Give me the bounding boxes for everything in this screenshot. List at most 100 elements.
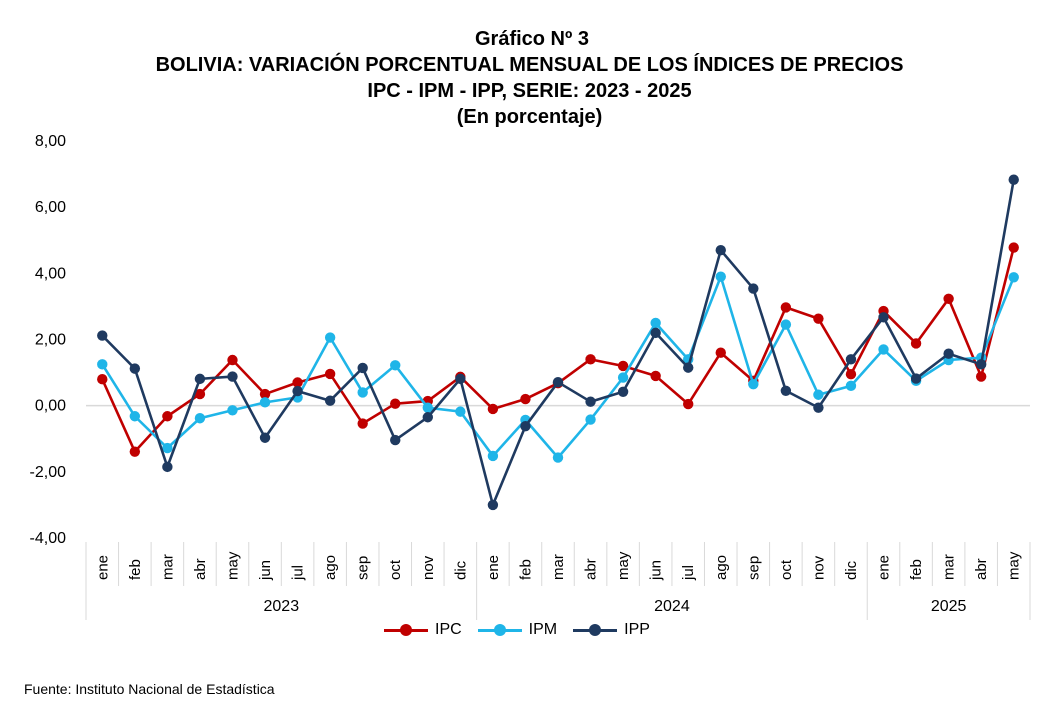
chart-title-block: Gráfico Nº 3 BOLIVIA: VARIACIÓN PORCENTU… (0, 26, 1059, 130)
legend-item-ipm: IPM (477, 621, 558, 639)
x-tick-label: mar (159, 554, 176, 580)
x-tick-label: nov (420, 555, 437, 580)
data-point-ipm (324, 332, 336, 343)
data-point-ipp (292, 385, 303, 397)
x-tick-label: may (615, 551, 632, 580)
data-point-ipm (715, 271, 726, 282)
x-tick-label: oct (778, 559, 795, 580)
data-point-ipm (878, 344, 889, 355)
data-point-ipm (1008, 272, 1019, 283)
data-point-ipm (97, 359, 108, 370)
data-point-ipp (650, 327, 661, 339)
chart-main-title: BOLIVIA: VARIACIÓN PORCENTUAL MENSUAL DE… (155, 54, 904, 76)
data-point-ipm (487, 450, 499, 462)
data-point-ipp (683, 362, 694, 373)
legend-swatch-ipc (384, 623, 428, 637)
data-point-ipp (324, 395, 336, 406)
y-tick-label: 0,00 (35, 398, 66, 415)
data-point-ipm (390, 360, 401, 371)
data-point-ipp (878, 312, 889, 323)
data-point-ipp (194, 373, 206, 385)
data-point-ipp (943, 348, 954, 359)
data-point-ipm (585, 414, 596, 425)
data-point-ipc (487, 403, 499, 415)
x-tick-label: ago (713, 555, 730, 580)
data-point-ipm (422, 402, 433, 413)
data-point-ipp (813, 402, 824, 413)
data-point-ipp (97, 330, 108, 341)
x-tick-label: sep (745, 556, 762, 580)
data-point-ipc (780, 302, 792, 313)
x-tick-label: oct (387, 559, 404, 580)
data-point-ipp (390, 434, 401, 446)
chart-unit-title: (En porcentaje) (456, 106, 603, 128)
chart-legend: IPC IPM IPP (384, 621, 650, 639)
legend-label-ipm: IPM (528, 621, 558, 638)
data-point-ipc (715, 347, 726, 358)
data-point-ipc (259, 388, 271, 400)
data-point-ipp (585, 396, 596, 407)
data-point-ipc (520, 393, 531, 405)
data-point-ipp (129, 363, 141, 374)
y-tick-label: 8,00 (35, 133, 66, 150)
data-point-ipc (813, 313, 824, 324)
data-point-ipp (748, 283, 759, 294)
data-point-ipp (975, 359, 987, 370)
data-point-ipp (422, 412, 433, 423)
data-point-ipc (910, 338, 922, 349)
x-tick-label: abr (192, 558, 209, 580)
x-tick-label: jun (648, 560, 665, 581)
data-point-ipp (617, 386, 629, 397)
x-tick-label: dic (843, 560, 860, 580)
x-tick-label: dic (452, 560, 469, 580)
data-point-ipc (162, 411, 173, 422)
x-tick-label: abr (973, 558, 990, 580)
legend-label-ipp: IPP (624, 621, 650, 638)
data-point-ipm (227, 405, 238, 416)
x-tick-label: ene (876, 555, 893, 580)
data-point-ipm (129, 411, 141, 422)
data-point-ipc (97, 374, 108, 385)
data-point-ipp (487, 499, 499, 511)
data-point-ipp (357, 362, 368, 374)
data-point-ipc (357, 418, 368, 429)
y-tick-label: -4,00 (30, 530, 67, 547)
data-point-ipc (975, 371, 987, 382)
x-group-label: 2024 (654, 598, 690, 615)
series-line-ipc (101, 247, 1015, 453)
data-point-ipm (259, 397, 271, 408)
x-tick-label: ago (322, 555, 339, 580)
legend-swatch-ipp (573, 623, 618, 637)
data-point-ipp (455, 373, 466, 385)
data-point-ipp (845, 354, 857, 365)
data-point-ipm (780, 319, 792, 330)
data-point-ipc (617, 360, 629, 372)
data-point-ipp (259, 432, 271, 443)
legend-label-ipc: IPC (435, 621, 462, 638)
y-tick-label: 4,00 (35, 265, 66, 282)
x-group-label: 2025 (931, 598, 967, 615)
data-point-ipm (617, 372, 629, 383)
x-group-label: 2023 (264, 598, 300, 615)
x-tick-label: jun (257, 560, 274, 581)
data-point-ipp (1008, 174, 1019, 185)
data-point-ipc (292, 377, 303, 388)
legend-item-ipp: IPP (573, 621, 650, 639)
data-point-ipm (813, 389, 824, 400)
x-tick-label: may (1006, 551, 1023, 580)
data-point-ipm (552, 452, 564, 463)
data-point-ipc (683, 398, 694, 410)
data-point-ipp (715, 244, 726, 256)
y-tick-label: 2,00 (35, 332, 66, 349)
data-point-ipp (780, 385, 792, 396)
x-tick-label: abr (583, 558, 600, 580)
legend-swatch-ipm (477, 623, 522, 637)
data-point-ipp (910, 373, 922, 384)
x-tick-label: mar (941, 554, 958, 580)
data-point-ipc (845, 369, 857, 380)
data-point-ipc (1008, 242, 1019, 253)
data-point-ipc (129, 446, 141, 457)
source-note: Fuente: Instituto Nacional de Estadístic… (24, 681, 275, 697)
data-point-ipm (845, 380, 857, 392)
data-point-ipp (552, 376, 564, 388)
